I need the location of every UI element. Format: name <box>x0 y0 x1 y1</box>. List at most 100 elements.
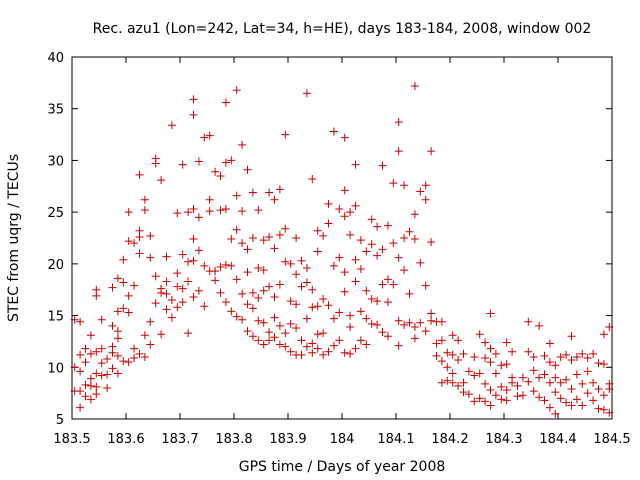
data-point <box>340 212 349 221</box>
data-point <box>524 347 533 356</box>
data-point <box>508 347 517 356</box>
data-point <box>81 358 90 367</box>
data-point <box>400 181 409 190</box>
data-point <box>502 386 511 395</box>
data-point <box>270 244 279 253</box>
data-point <box>254 293 263 302</box>
data-point <box>97 359 106 368</box>
data-point <box>265 232 274 241</box>
data-point <box>367 319 376 328</box>
data-point <box>205 207 214 216</box>
data-point <box>281 257 290 266</box>
data-point <box>211 276 220 285</box>
data-point <box>173 282 182 291</box>
data-point <box>248 332 257 341</box>
data-point <box>232 86 241 95</box>
data-point <box>524 377 533 386</box>
data-point <box>410 334 419 343</box>
data-point <box>92 382 101 391</box>
data-point <box>135 170 144 179</box>
data-point <box>340 268 349 277</box>
data-point <box>540 396 549 405</box>
data-point <box>356 265 365 274</box>
data-point <box>351 255 360 264</box>
data-point <box>572 352 581 361</box>
data-point <box>383 275 392 284</box>
data-point <box>594 359 603 368</box>
data-point <box>302 89 311 98</box>
data-point <box>232 225 241 234</box>
data-point <box>464 367 473 376</box>
data-point <box>259 266 268 275</box>
data-point <box>76 350 85 359</box>
data-point <box>178 250 187 259</box>
data-point <box>216 206 225 215</box>
data-point <box>448 378 457 387</box>
data-point <box>108 283 117 292</box>
data-point <box>470 371 479 380</box>
data-point <box>140 206 149 215</box>
data-point <box>92 347 101 356</box>
data-point <box>119 255 128 264</box>
x-tick-label: 183.9 <box>269 432 306 447</box>
data-point <box>130 353 139 362</box>
data-point <box>178 284 187 293</box>
data-point <box>184 329 193 338</box>
data-point <box>545 403 554 412</box>
data-point <box>286 259 295 268</box>
data-point <box>405 318 414 327</box>
x-tick-label: 183.7 <box>161 432 198 447</box>
data-point <box>248 234 257 242</box>
data-point <box>113 334 122 343</box>
data-point <box>394 253 403 262</box>
data-point <box>448 369 457 378</box>
data-point <box>265 336 274 345</box>
data-point <box>221 205 230 214</box>
data-point <box>497 395 506 404</box>
data-point <box>119 304 128 313</box>
data-point <box>275 321 284 330</box>
data-point <box>308 175 317 184</box>
data-point <box>410 81 419 90</box>
data-point <box>400 234 409 242</box>
data-point <box>81 380 90 389</box>
data-point <box>86 395 95 404</box>
data-point <box>481 397 490 406</box>
data-point <box>265 282 274 291</box>
data-point <box>302 342 311 351</box>
data-point <box>243 165 252 174</box>
data-point <box>259 236 268 245</box>
data-point <box>535 321 544 330</box>
data-point <box>324 347 333 356</box>
data-point <box>389 239 398 248</box>
data-point <box>567 332 576 341</box>
data-point <box>427 309 436 318</box>
data-point <box>410 322 419 331</box>
data-point <box>76 403 85 412</box>
data-point <box>173 209 182 218</box>
data-point <box>329 127 338 136</box>
data-point <box>351 201 360 210</box>
data-point <box>124 208 133 217</box>
data-point <box>421 181 430 190</box>
data-point <box>389 179 398 188</box>
data-point <box>248 304 257 313</box>
data-point <box>130 281 139 290</box>
data-point <box>356 336 365 345</box>
data-point <box>475 330 484 339</box>
data-point <box>454 381 463 390</box>
data-point <box>367 215 376 224</box>
data-point <box>113 351 122 360</box>
data-point <box>265 328 274 337</box>
data-point <box>535 393 544 402</box>
data-point <box>292 323 301 332</box>
data-point <box>437 336 446 345</box>
data-point <box>103 355 112 364</box>
data-point <box>103 383 112 392</box>
data-point <box>572 370 581 379</box>
data-point <box>297 350 306 359</box>
data-point <box>194 213 203 222</box>
data-point <box>319 329 328 338</box>
data-point <box>356 307 365 316</box>
data-point <box>340 348 349 357</box>
